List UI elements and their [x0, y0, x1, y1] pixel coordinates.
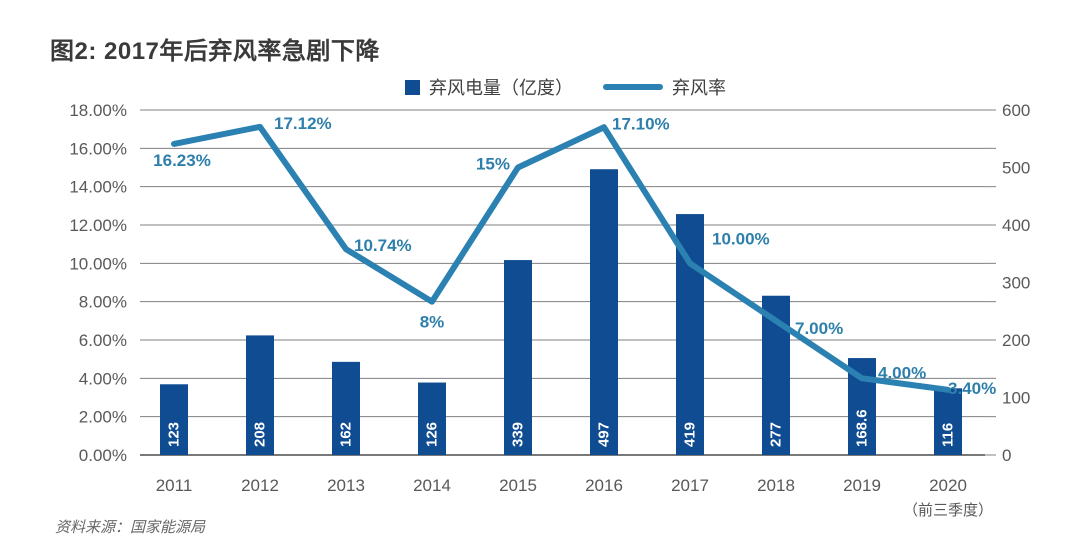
legend: 弃风电量（亿度） 弃风率 [405, 74, 726, 100]
source-note: 资料来源：国家能源局 [55, 519, 206, 536]
x-axis-label: 2017 [671, 476, 709, 495]
right-axis-label: 200 [1002, 331, 1030, 350]
line-value-label: 4.00% [878, 363, 926, 382]
bar-value-label: 116 [940, 423, 957, 447]
line-value-label: 17.10% [612, 114, 670, 133]
bar-2017 [676, 214, 704, 455]
left-axis-label: 16.00% [69, 139, 127, 158]
bar-value-label: 208 [252, 422, 269, 447]
bar-value-label: 162 [338, 422, 355, 447]
curtailment-rate-line [171, 123, 951, 393]
left-axis-label: 2.00% [79, 408, 127, 427]
left-axis-label: 6.00% [79, 331, 127, 350]
left-axis-label: 10.00% [69, 254, 127, 273]
line-value-label: 8% [420, 313, 445, 332]
right-axis-label: 400 [1002, 216, 1030, 235]
right-axis-label: 300 [1002, 274, 1030, 293]
bar-2013 [332, 361, 360, 455]
x-axis-label: 2012 [241, 476, 279, 495]
right-axis-label: 0 [1002, 446, 1011, 465]
x-axis-label: 2015 [499, 476, 537, 495]
bar-2011 [160, 384, 188, 455]
legend-label-bar: 弃风电量（亿度） [429, 78, 573, 98]
left-axis-label: 0.00% [79, 446, 127, 465]
left-axis-label: 4.00% [79, 369, 127, 388]
line-value-label: 10.74% [354, 236, 412, 255]
x-axis-label: 2018 [757, 476, 795, 495]
line-value-label: 7.00% [795, 319, 843, 338]
x-axis-label: 2011 [156, 476, 193, 495]
right-axis-label: 500 [1002, 159, 1030, 178]
bar-value-label: 277 [768, 422, 785, 447]
x-axis-label: 2016 [585, 476, 623, 495]
left-axis-label: 8.00% [79, 293, 127, 312]
left-axis-label: 12.00% [69, 216, 127, 235]
bar-value-label: 419 [682, 422, 699, 447]
x-axis-label: 2013 [327, 476, 365, 495]
line-value-label: 15% [476, 155, 510, 174]
left-axis-label: 18.00% [69, 101, 127, 120]
line-series-swatch [603, 84, 663, 90]
bar-value-label: 123 [166, 422, 183, 447]
x-axis-label: 2020 [929, 476, 967, 495]
bar-series-swatch [405, 79, 420, 95]
line-value-label: 3.40% [948, 379, 996, 398]
x-axis-note: （前三季度） [903, 502, 993, 519]
legend-label-line: 弃风率 [672, 78, 726, 98]
right-axis-label: 100 [1002, 389, 1030, 408]
bar-value-label: 497 [596, 422, 613, 447]
left-axis-label: 14.00% [69, 178, 127, 197]
legend-item-curtailed-energy: 弃风电量（亿度） [405, 74, 573, 100]
line-value-label: 10.00% [712, 229, 770, 248]
bar-2014 [418, 382, 446, 455]
bar-value-label: 126 [424, 422, 441, 447]
bar-2012 [246, 335, 274, 455]
bar-value-label: 168.6 [854, 409, 871, 447]
line-value-label: 17.12% [274, 114, 332, 133]
x-axis-label: 2019 [843, 476, 881, 495]
x-axis-label: 2014 [413, 476, 451, 495]
bar-2016 [590, 169, 618, 455]
bar-2015 [504, 260, 532, 455]
legend-item-curtailment-rate: 弃风率 [603, 74, 726, 100]
bar-value-label: 339 [510, 422, 527, 447]
bar-2020 [934, 388, 962, 455]
line-value-label: 16.23% [153, 151, 211, 170]
chart-title: 图2: 2017年后弃风率急剧下降 [50, 38, 380, 65]
right-axis-label: 600 [1002, 101, 1030, 120]
